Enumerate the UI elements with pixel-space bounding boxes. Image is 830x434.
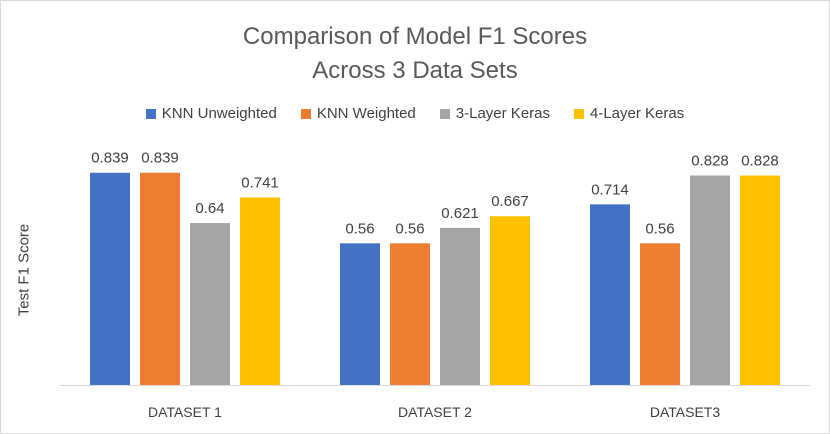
bar-knn-weighted-dataset3	[640, 243, 680, 385]
data-label-4-layer-keras-dataset-1: 0.741	[241, 175, 279, 192]
legend-swatch-knn-unweighted	[145, 108, 156, 119]
data-label-knn-unweighted-dataset3: 0.714	[591, 181, 629, 198]
x-tick-label-dataset-1: DATASET 1	[148, 404, 222, 420]
legend-item-knn-weighted: KNN Weighted	[300, 105, 416, 122]
bar-3-layer-keras-dataset3	[690, 175, 730, 385]
data-label-knn-weighted-dataset3: 0.56	[645, 220, 674, 237]
x-tick-label-dataset3: DATASET3	[650, 404, 720, 420]
data-label-knn-weighted-dataset-1: 0.839	[141, 150, 179, 167]
data-label-3-layer-keras-dataset-1: 0.64	[195, 200, 224, 217]
bar-knn-unweighted-dataset-2	[340, 243, 380, 385]
bar-4-layer-keras-dataset3	[740, 175, 780, 385]
x-tick-label-dataset-2: DATASET 2	[398, 404, 472, 420]
legend-label-3-layer-keras: 3-Layer Keras	[455, 105, 550, 122]
legend-item-knn-unweighted: KNN Unweighted	[145, 105, 277, 122]
data-label-3-layer-keras-dataset-2: 0.621	[441, 205, 479, 222]
legend-swatch-4-layer-keras	[574, 108, 584, 119]
chart-title-line-1: Comparison of Model F1 Scores	[242, 23, 588, 50]
legend-label-knn-weighted: KNN Weighted	[316, 105, 416, 122]
bar-knn-unweighted-dataset3	[590, 204, 630, 385]
data-label-4-layer-keras-dataset-2: 0.667	[491, 193, 529, 210]
bar-4-layer-keras-dataset-1	[240, 197, 280, 385]
legend-swatch-3-layer-keras	[439, 108, 450, 119]
bar-knn-weighted-dataset-1	[140, 172, 180, 385]
chart-title: Comparison of Model F1 Scores Across 3 D…	[0, 20, 830, 88]
legend-label-4-layer-keras: 4-Layer Keras	[590, 105, 685, 122]
data-label-3-layer-keras-dataset3: 0.828	[691, 153, 729, 170]
chart-title-line-2: Across 3 Data Sets	[312, 57, 518, 84]
legend-label-knn-unweighted: KNN Unweighted	[161, 105, 277, 122]
legend-item-4-layer-keras: 4-Layer Keras	[574, 105, 684, 122]
bar-4-layer-keras-dataset-2	[490, 216, 530, 385]
bar-3-layer-keras-dataset-1	[190, 223, 230, 385]
data-label-4-layer-keras-dataset3: 0.828	[741, 153, 779, 170]
legend-swatch-knn-weighted	[300, 108, 311, 119]
chart-legend: KNN Unweighted KNN Weighted 3-Layer Kera…	[0, 105, 830, 122]
legend-item-3-layer-keras: 3-Layer Keras	[439, 105, 550, 122]
data-label-knn-weighted-dataset-2: 0.56	[395, 220, 424, 237]
bar-knn-weighted-dataset-2	[390, 243, 430, 385]
data-label-knn-unweighted-dataset-1: 0.839	[91, 150, 129, 167]
bar-knn-unweighted-dataset-1	[90, 172, 130, 385]
bar-3-layer-keras-dataset-2	[440, 227, 480, 385]
data-label-knn-unweighted-dataset-2: 0.56	[345, 220, 374, 237]
